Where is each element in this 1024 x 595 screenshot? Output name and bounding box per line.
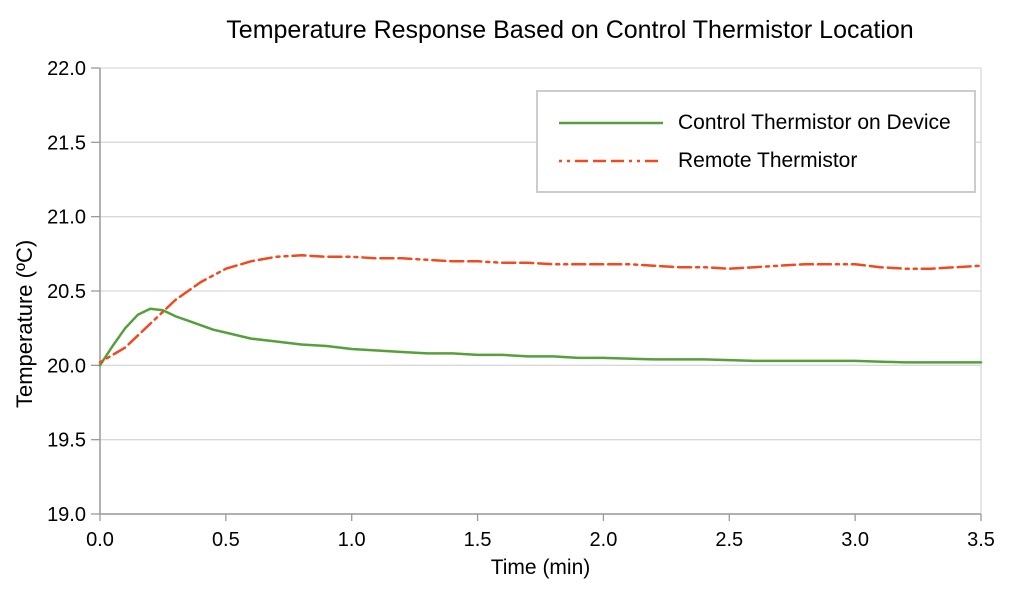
legend: Control Thermistor on Device Remote Ther…	[536, 90, 976, 193]
series-line-1	[98, 254, 983, 364]
legend-item-remote-thermistor: Remote Thermistor	[538, 149, 974, 173]
legend-line-sample-remote	[559, 159, 663, 162]
y-tick-label: 19.5	[47, 430, 86, 452]
legend-label-control: Control Thermistor on Device	[678, 110, 951, 134]
x-tick-label: 1.5	[464, 529, 492, 551]
legend-line-sample-control	[559, 121, 663, 124]
x-tick-label: 0.0	[86, 529, 114, 551]
chart-title: Temperature Response Based on Control Th…	[226, 16, 914, 44]
y-tick-label: 19.0	[47, 504, 86, 526]
legend-label-remote: Remote Thermistor	[678, 148, 858, 172]
y-tick-label: 20.0	[47, 355, 86, 377]
x-tick-label: 0.5	[212, 529, 240, 551]
y-tick-label: 21.5	[47, 132, 86, 154]
y-tick-label: 20.5	[47, 281, 86, 303]
y-tick-label: 22.0	[47, 58, 86, 80]
x-tick-label: 1.0	[338, 529, 366, 551]
x-axis-title: Time (min)	[490, 556, 591, 579]
x-tick-label: 2.5	[715, 529, 743, 551]
y-tick-label: 21.0	[47, 207, 86, 229]
x-tick-label: 3.5	[967, 529, 995, 551]
x-tick-label: 2.0	[590, 529, 618, 551]
legend-item-control-thermistor: Control Thermistor on Device	[538, 111, 974, 135]
y-axis-title: Temperature (ºC)	[12, 239, 37, 408]
series-line-0	[98, 307, 983, 367]
x-tick-label: 3.0	[841, 529, 869, 551]
